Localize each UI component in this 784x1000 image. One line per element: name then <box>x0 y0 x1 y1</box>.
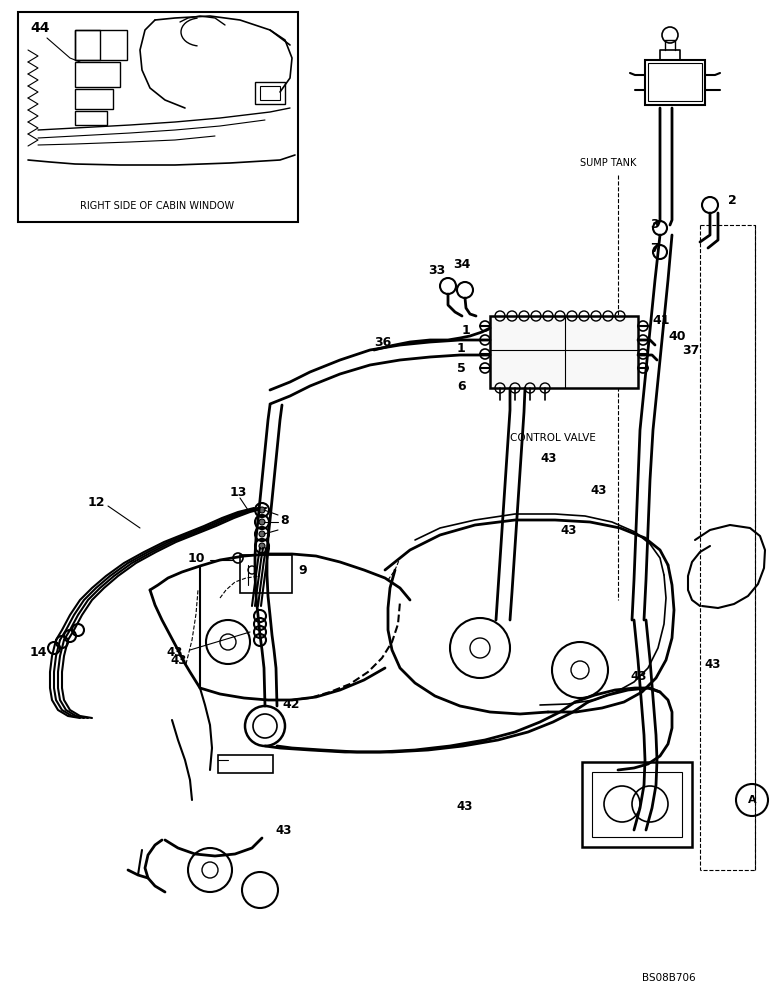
Bar <box>218 755 273 773</box>
Bar <box>255 82 285 104</box>
Text: 5: 5 <box>457 361 466 374</box>
Bar <box>75 30 100 60</box>
Text: 9: 9 <box>298 564 307 576</box>
Bar <box>75 111 107 125</box>
Bar <box>582 762 692 847</box>
Bar <box>490 316 638 388</box>
Text: 36: 36 <box>374 336 391 349</box>
Bar <box>75 89 113 109</box>
Circle shape <box>259 531 265 537</box>
Text: 43: 43 <box>630 670 646 682</box>
Text: 37: 37 <box>682 344 699 357</box>
Text: 43: 43 <box>590 484 606 496</box>
Text: 3: 3 <box>650 219 659 232</box>
Bar <box>592 772 682 837</box>
Bar <box>75 62 120 87</box>
Text: 1: 1 <box>462 324 470 336</box>
Text: BS08B706: BS08B706 <box>642 973 696 983</box>
Text: CONTROL VALVE: CONTROL VALVE <box>510 433 596 443</box>
Text: 42: 42 <box>282 698 299 712</box>
Text: 12: 12 <box>88 495 106 508</box>
Text: 43: 43 <box>560 524 576 536</box>
Bar <box>260 86 280 100</box>
Text: 14: 14 <box>30 646 48 658</box>
Text: 33: 33 <box>428 263 445 276</box>
Circle shape <box>259 543 265 549</box>
Text: 43: 43 <box>170 654 187 666</box>
Bar <box>22 16 294 202</box>
Circle shape <box>259 519 265 525</box>
Text: 1: 1 <box>457 342 466 355</box>
Text: SUMP TANK: SUMP TANK <box>580 158 637 168</box>
Text: 10: 10 <box>188 552 205 564</box>
Bar <box>240 555 292 593</box>
Text: 43: 43 <box>456 800 473 812</box>
Bar <box>648 63 702 101</box>
Text: 43: 43 <box>275 824 292 836</box>
Text: 34: 34 <box>453 258 470 271</box>
Text: 7: 7 <box>650 241 659 254</box>
Text: 41: 41 <box>652 314 670 326</box>
Text: RIGHT SIDE OF CABIN WINDOW: RIGHT SIDE OF CABIN WINDOW <box>80 201 234 211</box>
Text: 8: 8 <box>280 514 289 526</box>
Text: 13: 13 <box>230 486 248 498</box>
Text: 43: 43 <box>166 646 183 658</box>
Circle shape <box>259 507 265 513</box>
Bar <box>645 60 705 105</box>
Bar <box>18 12 298 222</box>
Text: 2: 2 <box>728 194 737 207</box>
Text: 40: 40 <box>668 330 685 342</box>
Text: 44: 44 <box>30 21 49 35</box>
Text: A: A <box>748 795 757 805</box>
Text: 43: 43 <box>704 658 720 670</box>
Bar <box>75 30 127 60</box>
Text: 6: 6 <box>457 379 466 392</box>
Text: 43: 43 <box>540 452 557 464</box>
